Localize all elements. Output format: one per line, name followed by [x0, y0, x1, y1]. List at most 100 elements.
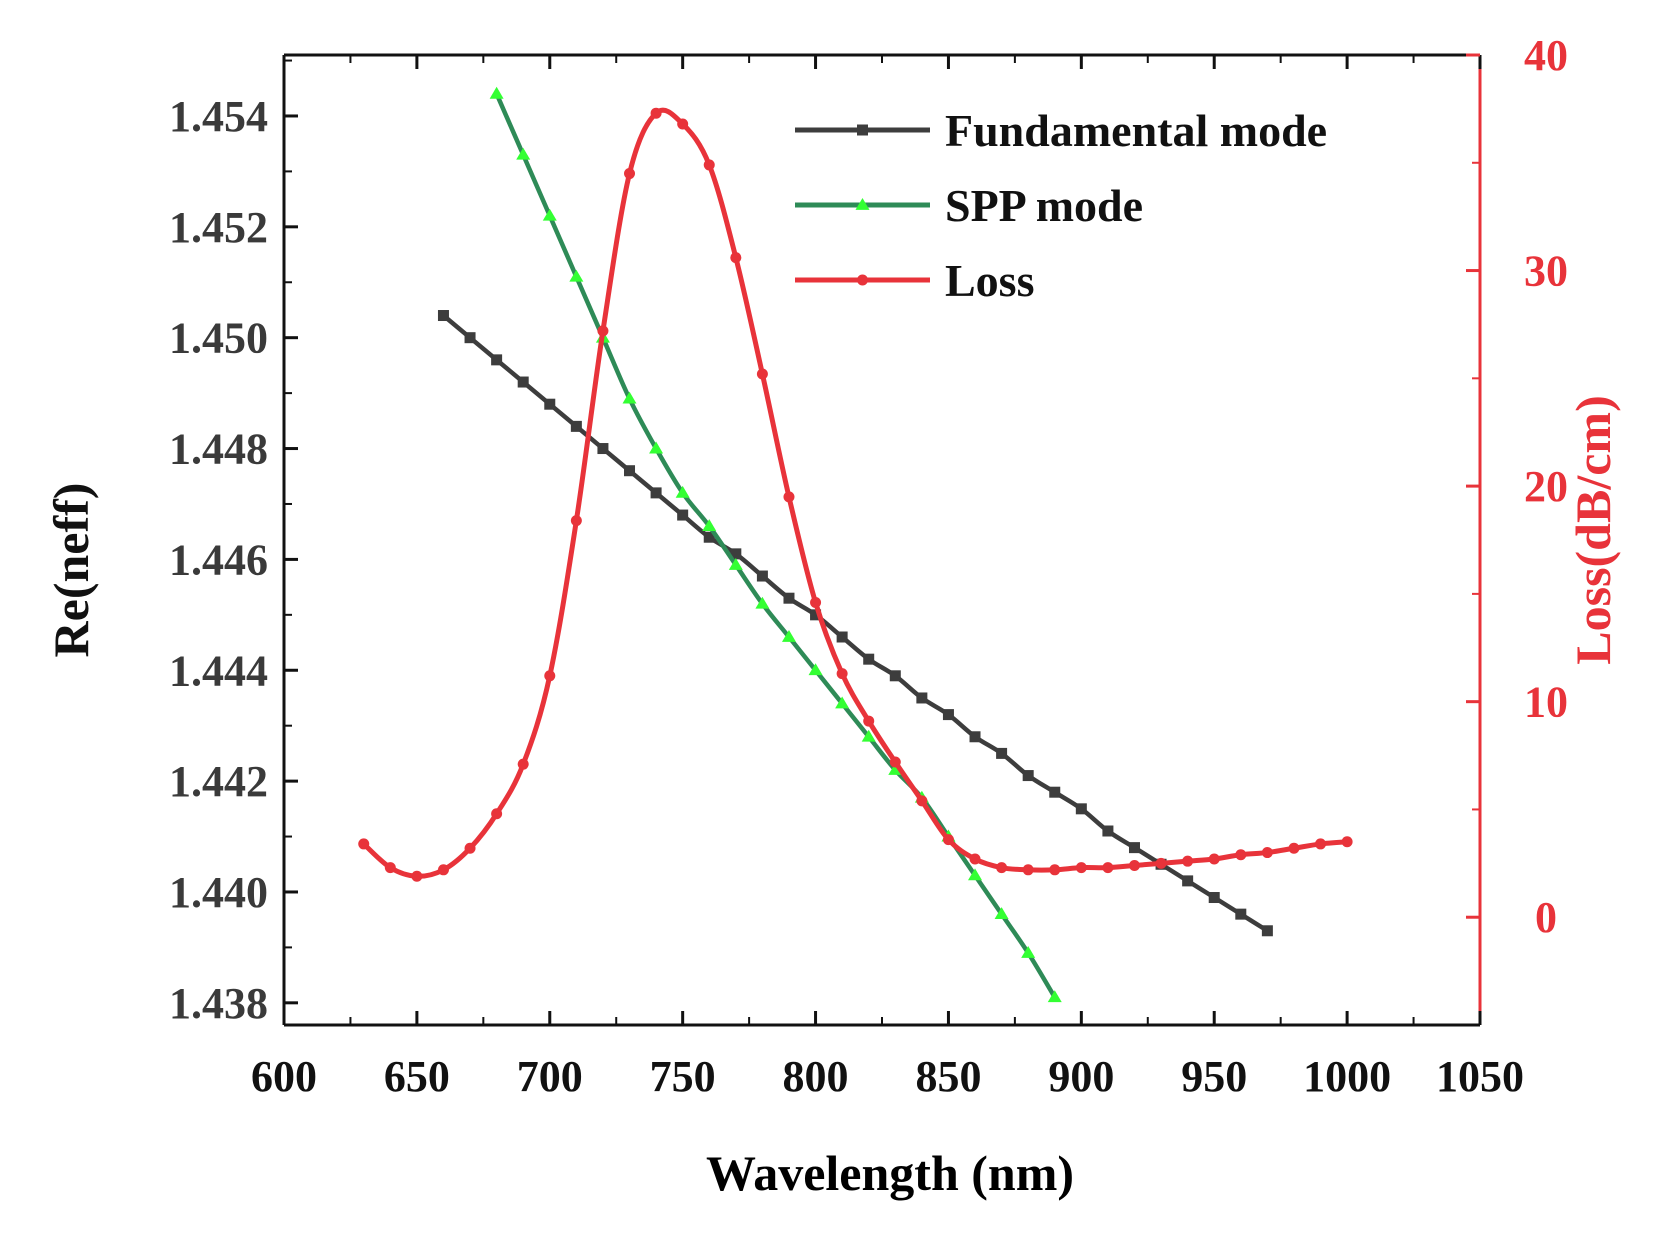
data-point — [1021, 945, 1036, 958]
data-point — [677, 118, 689, 130]
series-square — [437, 310, 1273, 937]
data-point — [1208, 892, 1220, 904]
x-tick-label: 700 — [517, 1052, 583, 1101]
data-point — [1182, 855, 1194, 867]
data-point — [677, 509, 689, 521]
data-point — [1128, 859, 1140, 871]
x-tick-label: 800 — [783, 1052, 849, 1101]
y-tick-label: 1.446 — [169, 535, 268, 584]
y-tick-label: 1.438 — [169, 979, 268, 1028]
data-point — [437, 864, 449, 876]
data-point — [1182, 875, 1194, 887]
data-point — [624, 168, 636, 180]
data-point — [1235, 849, 1247, 861]
data-point — [994, 907, 1009, 920]
legend-label: SPP mode — [945, 180, 1143, 231]
x-tick-label: 1000 — [1303, 1052, 1391, 1101]
data-point — [783, 491, 795, 503]
data-point — [730, 548, 742, 560]
data-point — [942, 834, 954, 846]
data-point — [437, 310, 449, 322]
data-point — [730, 252, 742, 264]
data-point — [1075, 803, 1087, 815]
data-point — [569, 269, 584, 282]
data-point — [889, 756, 901, 768]
data-point — [808, 663, 823, 676]
x-tick-label: 850 — [915, 1052, 981, 1101]
data-point — [650, 487, 662, 499]
legend-item: Loss — [795, 255, 1034, 306]
data-point — [1049, 786, 1061, 798]
data-point — [544, 398, 556, 410]
data-point — [1208, 853, 1220, 865]
data-point — [810, 597, 822, 609]
y-tick-label: 1.440 — [169, 868, 268, 917]
y2-tick-label: 40 — [1524, 31, 1568, 80]
data-point — [702, 519, 717, 532]
data-point — [1049, 864, 1061, 876]
data-point — [1022, 770, 1034, 782]
data-point — [835, 696, 850, 709]
data-point — [1261, 847, 1273, 859]
y-tick-label: 1.442 — [169, 757, 268, 806]
data-point — [1075, 862, 1087, 874]
y2-axis-title: Loss(dB/cm) — [1565, 395, 1621, 664]
data-point — [1047, 990, 1062, 1003]
data-point — [1315, 838, 1327, 850]
data-point — [783, 592, 795, 604]
data-point — [863, 653, 875, 665]
data-point — [517, 376, 529, 388]
data-point — [624, 465, 636, 477]
data-point — [756, 570, 768, 582]
data-point — [810, 609, 822, 621]
data-point — [996, 862, 1008, 874]
x-tick-label: 600 — [251, 1052, 317, 1101]
data-point — [489, 86, 504, 99]
data-point — [544, 670, 556, 682]
data-point — [781, 630, 796, 642]
data-point — [1261, 925, 1273, 937]
y-tick-label: 1.450 — [169, 314, 268, 363]
data-point — [857, 274, 868, 286]
series-line — [442, 313, 1269, 933]
y-tick-label: 1.448 — [169, 425, 268, 474]
data-point — [888, 763, 903, 775]
legend-item: Fundamental mode — [795, 105, 1327, 156]
data-point — [916, 795, 928, 807]
data-point — [942, 709, 954, 721]
data-point — [863, 715, 875, 727]
data-point — [1128, 842, 1140, 854]
data-point — [836, 668, 848, 680]
legend-label: Loss — [945, 255, 1034, 306]
data-point — [703, 531, 715, 543]
data-point — [855, 198, 870, 210]
data-point — [517, 758, 529, 770]
y-axis-title: Re(neff) — [43, 483, 99, 658]
data-point — [1341, 836, 1353, 848]
data-point — [1235, 908, 1247, 920]
data-point — [969, 731, 981, 743]
data-point — [969, 853, 981, 865]
x-tick-label: 750 — [650, 1052, 716, 1101]
x-tick-label: 1050 — [1436, 1052, 1524, 1101]
y2-tick-label: 0 — [1535, 893, 1557, 942]
y-tick-label: 1.444 — [169, 646, 268, 695]
x-tick-label: 950 — [1181, 1052, 1247, 1101]
data-point — [1288, 842, 1300, 854]
data-point — [570, 420, 582, 432]
x-tick-label: 650 — [384, 1052, 450, 1101]
data-point — [861, 729, 876, 742]
data-point — [1102, 862, 1114, 874]
data-point — [597, 325, 609, 337]
x-tick-label: 900 — [1048, 1052, 1114, 1101]
data-point — [996, 747, 1008, 759]
data-point — [889, 670, 901, 682]
data-point — [836, 631, 848, 643]
series-circle — [358, 107, 1353, 882]
data-point — [916, 692, 928, 704]
y-tick-label: 1.454 — [169, 92, 268, 141]
data-point — [755, 596, 770, 609]
data-point — [597, 443, 609, 455]
